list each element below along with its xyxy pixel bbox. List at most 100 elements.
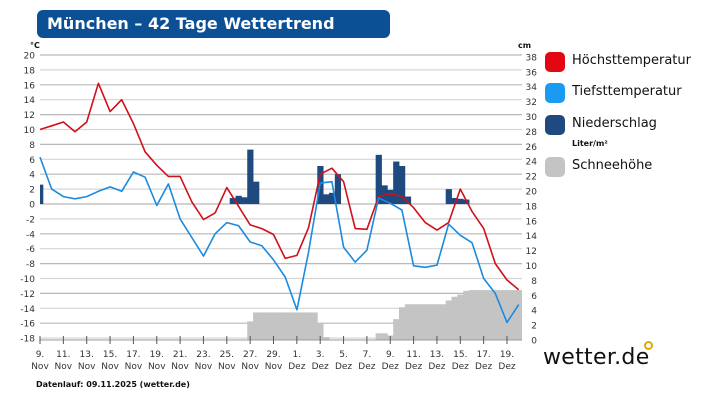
right-axis-tick-label: 38 (526, 53, 538, 63)
precipitation-bar (253, 181, 260, 204)
right-axis-tick-label: 24 (526, 158, 538, 168)
x-axis-tick-label-month: Dez (382, 362, 399, 372)
snow-depth-bar (509, 290, 517, 340)
x-axis-tick-label-day: 17. (476, 350, 490, 360)
snow-depth-bar (393, 319, 400, 340)
precipitation-bar (399, 166, 406, 204)
precipitation-bar (241, 197, 248, 204)
right-axis-tick-label: 34 (526, 83, 538, 93)
precipitation-bar (235, 195, 242, 204)
precipitation-bar (451, 198, 458, 204)
left-axis-tick-label: -6 (26, 245, 35, 255)
x-axis-tick-label-month: Nov (241, 362, 259, 372)
x-axis-tick-label-month: Dez (428, 362, 445, 372)
right-axis-tick-label: 36 (526, 68, 538, 78)
snow-depth-bar (457, 294, 464, 340)
snow-depth-bar (282, 312, 289, 340)
page-title: München – 42 Tage Wettertrend (37, 10, 390, 38)
x-axis-tick-label-day: 15. (103, 350, 117, 360)
snow-depth-bar (399, 307, 406, 340)
x-axis-tick-label-day: 15. (453, 350, 467, 360)
snow-depth-bar (498, 290, 505, 340)
precipitation-bar (387, 189, 394, 204)
legend-swatch-max-temp (545, 52, 565, 72)
left-axis-tick-label: 14 (24, 96, 36, 106)
snow-depth-bar (451, 296, 458, 340)
left-axis-tick-label: -16 (20, 320, 35, 330)
x-axis-tick-label-month: Nov (101, 362, 119, 372)
snow-depth-bar (469, 290, 476, 340)
right-axis-tick-label: 14 (526, 232, 538, 242)
legend-label: Tiefsttemperatur (572, 84, 682, 99)
legend-swatch-precipitation (545, 115, 565, 135)
snow-depth-bar (439, 304, 447, 340)
legend-label: Höchsttemperatur (572, 53, 691, 68)
data-run-note: Datenlauf: 09.11.2025 (wetter.de) (36, 380, 190, 389)
x-axis-tick-label-month: Dez (498, 362, 515, 372)
snow-depth-bar (270, 312, 277, 340)
x-axis-tick-label-day: 1. (293, 350, 302, 360)
x-axis-tick-label-day: 13. (80, 350, 94, 360)
x-axis-tick-label-day: 9. (36, 350, 45, 360)
right-axis-unit: cm (518, 41, 531, 50)
left-axis-tick-label: 8 (29, 141, 35, 151)
x-axis-tick-label-day: 17. (126, 350, 140, 360)
snow-depth-bar (299, 312, 307, 340)
legend-item-max-temp: Höchsttemperatur (545, 52, 715, 74)
precipitation-bar (457, 198, 464, 204)
left-axis-tick-label: 0 (29, 201, 35, 211)
precipitation-bar (40, 184, 44, 204)
left-axis-tick-label: 18 (24, 66, 36, 76)
precipitation-bar (323, 194, 330, 204)
legend-unit: Liter/m² (572, 139, 608, 148)
snow-depth-bar (463, 290, 470, 340)
left-axis-tick-label: -18 (20, 335, 35, 345)
legend-swatch-min-temp (545, 83, 565, 103)
x-axis-tick-label-month: Nov (148, 362, 166, 372)
snow-depth-bar (247, 321, 254, 340)
left-axis-tick-label: 16 (24, 81, 36, 91)
snow-depth-bar (486, 290, 493, 340)
x-axis-tick-label-day: 11. (56, 350, 70, 360)
snow-depth-bar (305, 312, 312, 340)
left-axis-tick-label: -8 (26, 260, 35, 270)
snow-depth-bar (410, 304, 417, 340)
x-axis-tick-label-day: 5. (339, 350, 348, 360)
x-axis-tick-label-day: 7. (363, 350, 372, 360)
x-axis-tick-label-day: 19. (500, 350, 514, 360)
snow-depth-bar (258, 312, 266, 340)
snow-depth-bar (253, 312, 260, 340)
right-axis-tick-label: 18 (526, 202, 538, 212)
snow-depth-bar (504, 290, 511, 340)
snow-depth-bar (317, 322, 324, 340)
x-axis-tick-label-day: 11. (406, 350, 420, 360)
x-axis-tick-label-month: Nov (125, 362, 143, 372)
legend-label: Niederschlag (572, 116, 657, 131)
snow-depth-bar (264, 312, 271, 340)
x-axis-tick-label-day: 19. (150, 350, 164, 360)
x-axis-tick-label-day: 29. (266, 350, 280, 360)
right-axis-tick-label: 28 (526, 128, 538, 138)
snow-depth-bar (445, 300, 452, 340)
left-axis-tick-label: 20 (24, 52, 36, 62)
x-axis-tick-label-day: 27. (243, 350, 257, 360)
right-axis-tick-label: 6 (531, 292, 537, 302)
left-axis-tick-label: 4 (29, 171, 35, 181)
right-axis-tick-label: 10 (526, 262, 538, 272)
right-axis-tick-label: 20 (526, 188, 538, 198)
snow-depth-bar (404, 304, 412, 340)
precipitation-bar (247, 149, 254, 204)
x-axis-tick-label-month: Dez (475, 362, 492, 372)
snow-depth-bar (375, 333, 382, 340)
left-axis-tick-label: 12 (24, 111, 35, 121)
left-axis-tick-label: -14 (20, 305, 35, 315)
x-axis-tick-label-month: Dez (335, 362, 352, 372)
x-axis-tick-label-month: Dez (405, 362, 422, 372)
logo-circle-icon (644, 341, 653, 350)
right-axis-tick-label: 0 (531, 337, 537, 347)
snow-depth-bar (480, 290, 487, 340)
snow-depth-bar (492, 290, 499, 340)
right-axis-tick-label: 12 (526, 247, 537, 257)
x-axis-tick-label-month: Nov (55, 362, 73, 372)
